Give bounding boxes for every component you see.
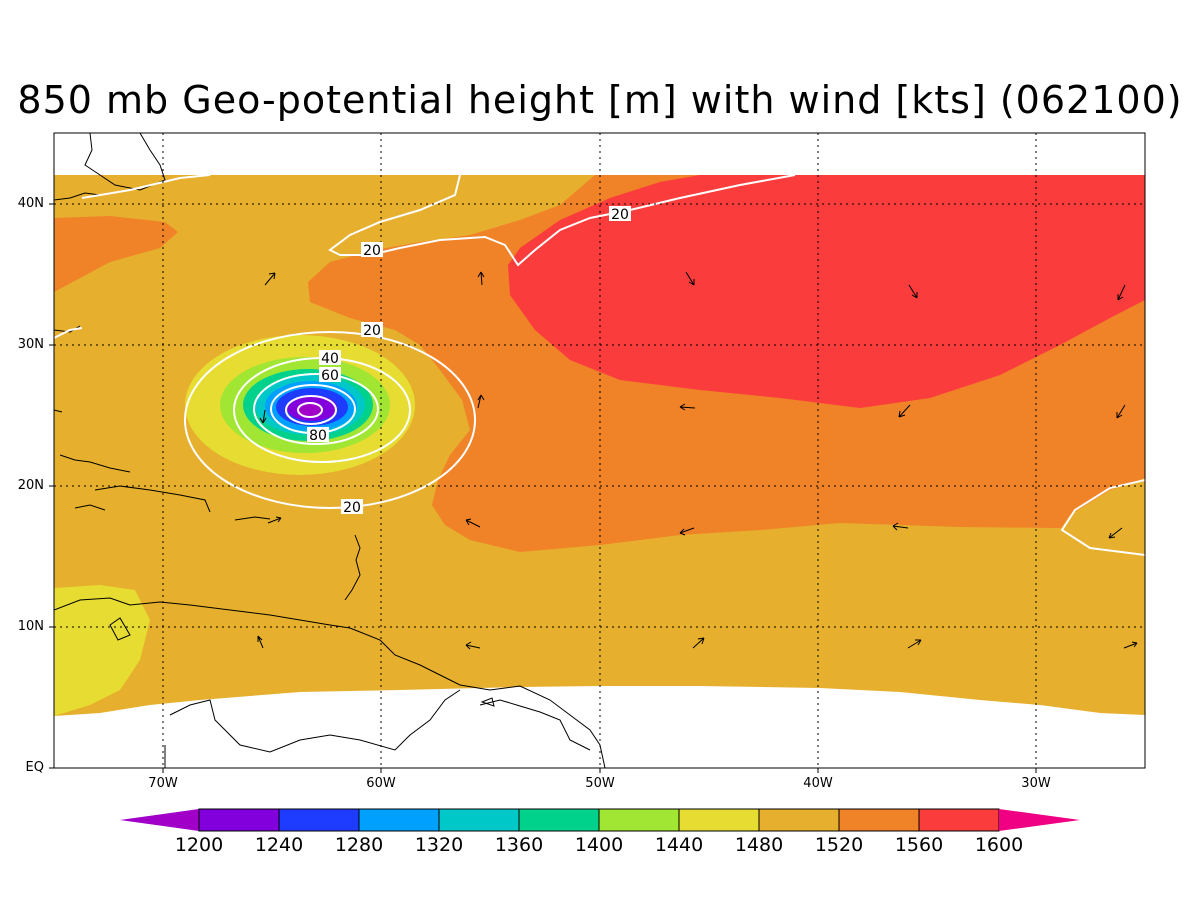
lon-label: 40W — [803, 776, 833, 791]
colorbar-bin — [918, 808, 1000, 832]
colorbar-label: 1200 — [174, 834, 224, 856]
field-1560-east — [1060, 478, 1145, 555]
colorbar-label: 1520 — [814, 834, 864, 856]
colorbar-bin — [198, 808, 280, 832]
contour-label: 60 — [321, 368, 339, 384]
colorbar-label: 1600 — [974, 834, 1024, 856]
contour-label: 20 — [363, 243, 381, 259]
field-1560-nw — [54, 216, 178, 292]
field-1600-high — [508, 175, 1145, 408]
contour-label: 20 — [343, 500, 361, 516]
graticule — [54, 133, 1145, 768]
colorbar-label: 1320 — [414, 834, 464, 856]
contour-label: 80 — [309, 428, 327, 444]
contour-label: 40 — [321, 351, 339, 367]
contour-label: 20 — [363, 323, 381, 339]
contour-label: 20 — [611, 207, 629, 223]
map-title: 850 mb Geo-potential height [m] with win… — [17, 78, 1183, 122]
wind-vectors — [257, 271, 1138, 650]
colorbar-label: 1400 — [574, 834, 624, 856]
colorbar — [120, 808, 1080, 832]
colorbar-bin — [438, 808, 520, 832]
lat-label: 10N — [17, 619, 44, 634]
lat-label: EQ — [25, 760, 44, 775]
colorbar-bin — [598, 808, 680, 832]
lon-label: 70W — [148, 776, 178, 791]
lat-label: 40N — [17, 196, 44, 211]
axis-ticks — [49, 203, 1037, 773]
colorbar-label: 1480 — [734, 834, 784, 856]
colorbar-bin — [678, 808, 760, 832]
field-1480-sw — [54, 585, 150, 716]
colorbar-label: 1440 — [654, 834, 704, 856]
colorbar-label: 1560 — [894, 834, 944, 856]
ring-1200 — [298, 402, 322, 416]
lat-label: 20N — [17, 478, 44, 493]
colorbar-bin — [518, 808, 600, 832]
colorbar-bin — [278, 808, 360, 832]
coastlines — [54, 133, 606, 768]
lon-label: 50W — [585, 776, 615, 791]
colorbar-bin — [358, 808, 440, 832]
lon-label: 30W — [1021, 776, 1051, 791]
height-field — [54, 133, 1145, 768]
contour-label-boxes — [307, 206, 631, 514]
colorbar-label: 1360 — [494, 834, 544, 856]
lat-label: 30N — [17, 337, 44, 352]
lon-label: 60W — [366, 776, 396, 791]
colorbar-label: 1240 — [254, 834, 304, 856]
colorbar-bin — [838, 808, 920, 832]
colorbar-lower-arrow — [120, 809, 199, 831]
colorbar-bin — [758, 808, 840, 832]
colorbar-label: 1280 — [334, 834, 384, 856]
colorbar-upper-arrow — [999, 809, 1080, 831]
